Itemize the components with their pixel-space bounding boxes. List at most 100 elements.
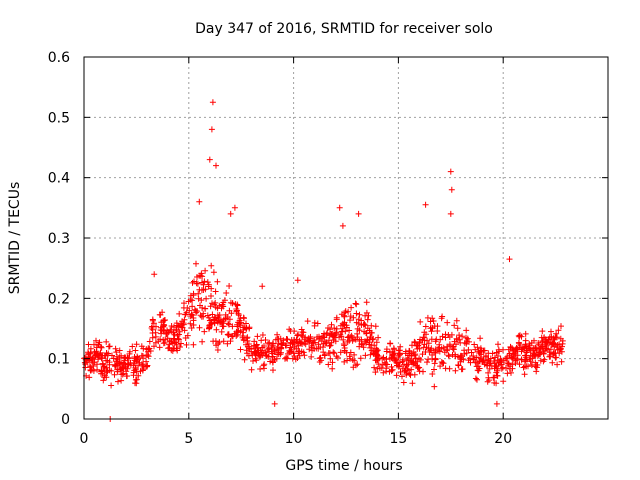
data-point-marker: [453, 317, 460, 324]
data-point-marker: [133, 380, 140, 387]
data-point-marker: [111, 371, 118, 378]
data-point-marker: [428, 336, 435, 343]
data-point-marker: [396, 350, 403, 357]
data-point-marker: [215, 340, 222, 347]
data-point-marker: [116, 354, 123, 361]
data-point-marker: [383, 365, 390, 372]
data-point-marker: [227, 299, 234, 306]
data-point-marker: [400, 379, 407, 386]
data-point-marker: [461, 347, 468, 354]
data-point-marker: [522, 341, 529, 348]
data-point-marker: [363, 309, 370, 316]
data-point-marker: [482, 354, 489, 360]
y-tick-label: 0.6: [48, 50, 70, 66]
x-tick-label: 20: [494, 431, 512, 447]
data-point-marker: [446, 353, 452, 360]
data-point-marker: [95, 356, 102, 363]
data-point-marker: [535, 340, 542, 346]
data-point-marker: [466, 355, 473, 362]
data-point-marker: [168, 347, 175, 354]
data-point-marker: [370, 335, 377, 342]
data-point-marker: [123, 373, 130, 380]
data-point-marker: [416, 368, 423, 375]
data-point-marker: [214, 278, 221, 285]
data-point-marker: [509, 355, 516, 362]
data-point-marker: [444, 319, 451, 326]
data-point-marker: [98, 368, 105, 375]
data-point-marker: [173, 327, 180, 334]
data-point-marker: [342, 308, 349, 315]
data-point-marker: [152, 333, 159, 340]
data-point-marker: [103, 364, 110, 371]
data-point-marker: [208, 126, 215, 133]
data-point-marker: [431, 323, 438, 330]
data-point-marker: [444, 343, 450, 350]
data-point-marker: [463, 350, 470, 357]
data-point-marker: [294, 277, 301, 284]
data-point-marker: [216, 312, 223, 318]
data-point-marker: [176, 328, 183, 335]
data-point-marker: [551, 336, 558, 343]
data-point-marker: [259, 332, 266, 338]
data-point-marker: [190, 341, 197, 348]
data-point-marker: [477, 335, 484, 342]
data-point-marker: [257, 366, 264, 372]
data-point-marker: [542, 341, 548, 348]
data-point-marker: [456, 332, 463, 339]
data-point-marker: [245, 341, 252, 347]
data-point-marker: [205, 281, 212, 288]
data-point-marker: [347, 317, 353, 324]
data-point-marker: [358, 340, 365, 347]
data-point-marker: [526, 345, 533, 352]
data-point-marker: [485, 350, 492, 357]
data-point-marker: [112, 345, 119, 352]
data-point-marker: [308, 353, 315, 360]
data-point-marker: [358, 317, 365, 324]
data-point-marker: [355, 320, 362, 327]
data-point-marker: [393, 372, 400, 379]
data-point-marker: [417, 336, 423, 343]
data-point-marker: [132, 347, 139, 354]
data-point-marker: [380, 369, 387, 376]
data-point-marker: [94, 366, 101, 373]
data-point-marker: [427, 318, 434, 325]
data-point-marker: [406, 371, 413, 377]
data-point-marker: [329, 365, 336, 372]
data-point-marker: [175, 331, 182, 338]
data-point-marker: [525, 344, 532, 351]
data-point-marker: [339, 222, 346, 229]
data-point-marker: [254, 333, 261, 340]
data-point-marker: [370, 351, 377, 357]
data-point-marker: [395, 363, 402, 370]
data-point-marker: [389, 366, 396, 373]
data-point-marker: [435, 347, 442, 354]
data-point-marker: [287, 339, 294, 346]
data-point-marker: [456, 336, 463, 343]
data-point-marker: [387, 340, 394, 347]
data-point-marker: [156, 344, 163, 351]
data-point-marker: [197, 312, 204, 319]
data-point-marker: [269, 342, 276, 349]
data-point-marker: [266, 339, 273, 346]
data-point-marker: [536, 349, 543, 356]
data-point-marker: [196, 198, 203, 205]
data-point-marker: [352, 336, 359, 343]
data-point-marker: [494, 372, 501, 379]
data-point-marker: [131, 354, 138, 360]
data-point-marker: [206, 325, 212, 332]
data-point-marker: [349, 337, 356, 344]
data-point-marker: [190, 315, 197, 321]
data-point-marker: [547, 346, 554, 353]
data-point-marker: [555, 327, 562, 334]
data-point-marker: [447, 210, 454, 217]
data-point-marker: [90, 367, 97, 374]
data-point-marker: [241, 356, 248, 363]
y-tick-label: 0.3: [48, 231, 70, 247]
data-point-marker: [146, 338, 153, 345]
data-point-marker: [336, 204, 343, 211]
data-point-marker: [373, 339, 380, 346]
data-point-marker: [104, 368, 111, 375]
data-point-marker: [206, 321, 213, 328]
data-point-marker: [133, 358, 140, 365]
data-point-marker: [120, 365, 127, 372]
